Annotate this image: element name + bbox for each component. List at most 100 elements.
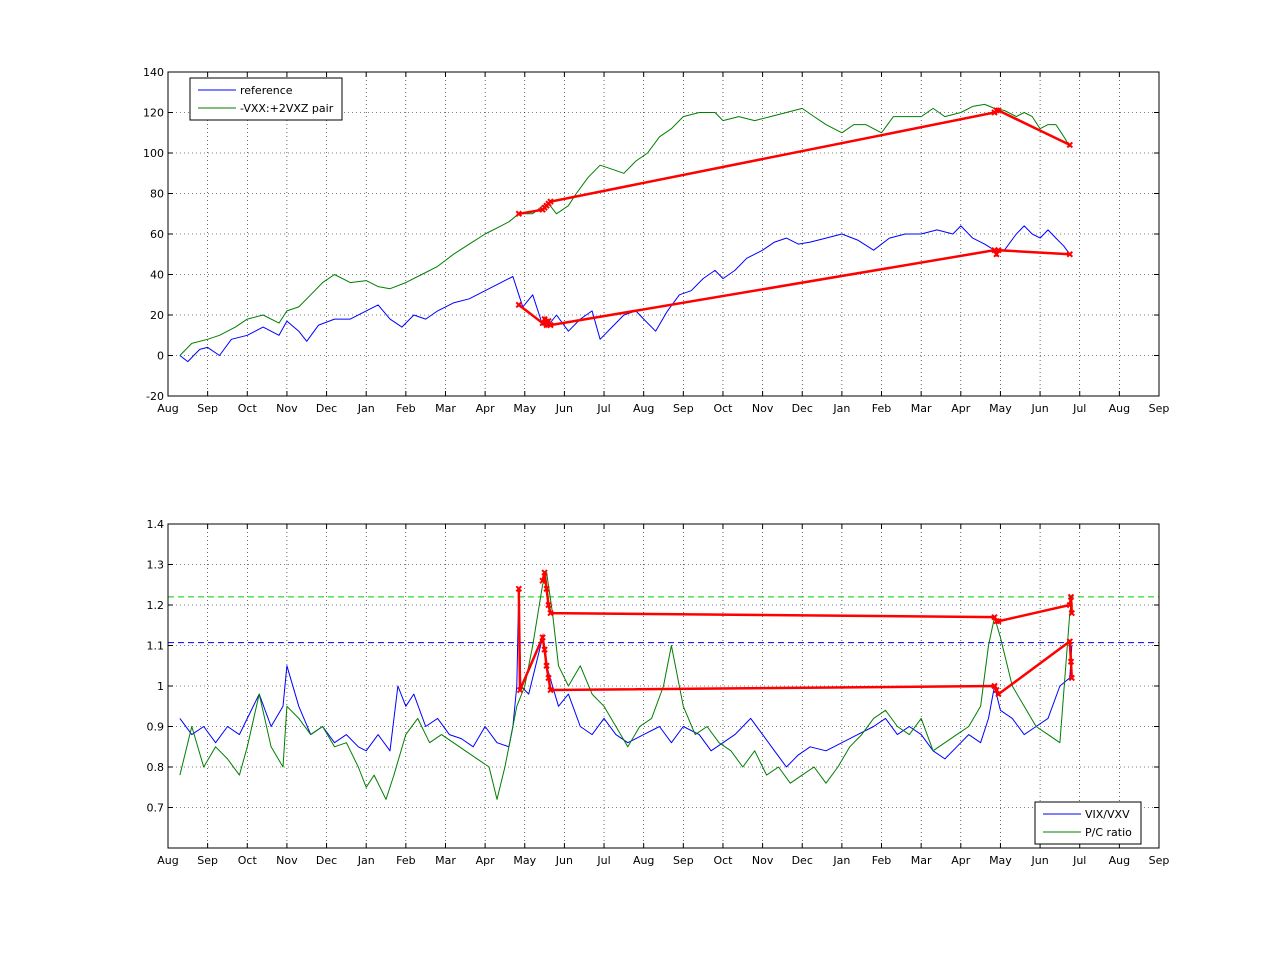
x-tick-label: Nov [276, 402, 298, 415]
x-tick-label: May [513, 854, 536, 867]
y-tick-label: 0.7 [147, 802, 165, 815]
x-tick-label: Jun [1030, 402, 1048, 415]
y-tick-label: 0.8 [147, 761, 165, 774]
signal-marker [547, 609, 554, 617]
x-tick-label: Aug [633, 402, 654, 415]
x-tick-label: Sep [673, 402, 694, 415]
series-line-1 [179, 103, 1071, 356]
y-tick-label: 40 [150, 269, 164, 282]
y-tick-label: 1.3 [147, 559, 165, 572]
y-tick-label: 1.2 [147, 599, 165, 612]
signal-marker [545, 674, 552, 682]
x-tick-label: Jul [596, 402, 610, 415]
signal-marker [543, 585, 550, 593]
x-tick-label: Aug [157, 402, 178, 415]
x-tick-label: Aug [633, 854, 654, 867]
x-tick-label: Mar [911, 402, 932, 415]
x-tick-label: May [513, 402, 536, 415]
y-tick-label: 1.1 [147, 640, 165, 653]
x-tick-label: Jan [357, 854, 375, 867]
signal-marker [516, 686, 524, 694]
y-tick-label: 140 [143, 66, 164, 79]
signal-marker [995, 617, 1002, 625]
x-tick-label: Jun [555, 402, 573, 415]
y-tick-label: 80 [150, 188, 164, 201]
x-tick-label: Nov [752, 402, 774, 415]
x-tick-label: Jan [357, 402, 375, 415]
x-tick-label: Feb [872, 854, 891, 867]
x-tick-label: Jun [1030, 854, 1048, 867]
signal-marker [1068, 609, 1075, 617]
axes-frame [167, 523, 1160, 849]
signal-marker [515, 301, 523, 309]
signal-marker [545, 317, 552, 325]
x-tick-label: Jul [1072, 402, 1086, 415]
x-tick-label: Sep [1149, 402, 1170, 415]
x-tick-label: Jan [832, 854, 850, 867]
x-tick-label: Mar [435, 854, 456, 867]
legend: VIX/VXV P/C ratio [1034, 801, 1142, 845]
signal-marker [541, 569, 548, 576]
y-tick-label: 0 [157, 350, 164, 363]
y-tick-label: 20 [150, 309, 164, 322]
series-line-0 [179, 588, 1073, 768]
x-tick-label: Mar [911, 854, 932, 867]
x-tick-label: Nov [276, 854, 298, 867]
x-tick-label: Nov [752, 854, 774, 867]
signal-marker [995, 107, 1002, 114]
signal-marker [991, 682, 998, 690]
signal-marker [547, 321, 554, 329]
signal-marker [1067, 593, 1075, 601]
series-line-0 [179, 225, 1071, 363]
signal-marker [995, 246, 1002, 254]
chart-bottom: Aug Sep Oct Nov Dec Jan Feb Mar Apr May Jun Jul Aug S… [147, 518, 1170, 867]
signal-marker [1067, 658, 1075, 665]
series-line-1 [179, 572, 1073, 800]
x-tick-label: Feb [872, 402, 891, 415]
signal-marker [993, 686, 1000, 694]
x-tick-label: Feb [396, 402, 415, 415]
signal-marker [993, 251, 1000, 258]
signal-marker [539, 319, 546, 327]
signal-marker [1066, 638, 1074, 645]
x-tick-label: Jun [555, 854, 573, 867]
x-tick-label: Aug [157, 854, 178, 867]
legend-box [189, 77, 343, 121]
y-tick-label: 1 [157, 680, 164, 693]
x-tick-label: Sep [197, 402, 218, 415]
signal-marker [515, 210, 523, 217]
x-tick-label: Dec [316, 854, 337, 867]
x-tick-label: Apr [476, 854, 496, 867]
x-tick-label: Feb [396, 854, 415, 867]
x-tick-label: Apr [476, 402, 496, 415]
x-tick-label: May [989, 402, 1012, 415]
x-tick-label: Sep [197, 854, 218, 867]
x-tick-label: Oct [713, 402, 733, 415]
x-tick-label: Mar [435, 402, 456, 415]
x-tick-label: Jul [596, 854, 610, 867]
signal-marker [547, 198, 554, 205]
x-tick-label: Jul [1072, 854, 1086, 867]
signal-marker [515, 585, 523, 593]
x-tick-label: Dec [792, 854, 813, 867]
signal-marker [1066, 251, 1074, 258]
x-tick-label: Aug [1109, 402, 1130, 415]
y-tick-label: 100 [143, 147, 164, 160]
x-tick-label: Dec [316, 402, 337, 415]
y-tick-label: 120 [143, 107, 164, 120]
y-tick-label: -20 [146, 390, 164, 403]
x-tick-label: Apr [951, 854, 971, 867]
plot-area [168, 72, 1159, 396]
axes-frame [167, 71, 1160, 397]
x-tick-label: Oct [238, 854, 258, 867]
chart-top: Aug Sep Oct Nov Dec Jan Feb Mar Apr May Jun Jul Aug S… [143, 66, 1169, 415]
signal-marker [543, 662, 550, 669]
legend-label: -VXX:+2VXZ pair [240, 102, 334, 115]
x-tick-label: Oct [238, 402, 258, 415]
y-tick-label: 1.4 [147, 518, 165, 531]
x-tick-label: Apr [951, 402, 971, 415]
legend-label: reference [240, 84, 293, 97]
signal-marker [541, 315, 548, 323]
signal-marker [547, 686, 554, 694]
